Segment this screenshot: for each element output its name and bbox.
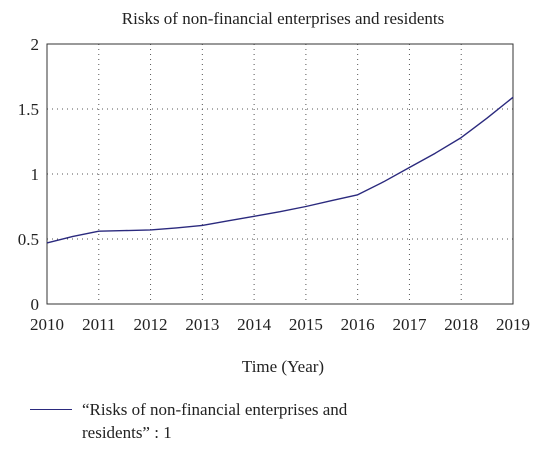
plot-frame [46, 43, 514, 305]
x-tick-label: 2012 [134, 315, 168, 334]
x-tick-label: 2017 [392, 315, 427, 334]
grid-lines [47, 44, 513, 304]
x-axis-ticks: 2010 2011 2012 2013 2014 2015 2016 2017 2018 2019 [30, 315, 530, 334]
x-tick-label: 2011 [82, 315, 115, 334]
x-tick-label: 2013 [185, 315, 219, 334]
x-tick-label: 2015 [289, 315, 323, 334]
y-axis-ticks: 0 0.5 1 1.5 2 [18, 35, 39, 314]
y-tick-label: 1.5 [18, 100, 39, 119]
x-tick-label: 2018 [444, 315, 478, 334]
y-tick-label: 0 [31, 295, 40, 314]
series-line [46, 96, 514, 244]
legend-label: “Risks of non-financial enterprises and … [82, 400, 348, 442]
x-tick-label: 2010 [30, 315, 64, 334]
chart-title: Risks of non-financial enterprises and r… [122, 9, 444, 28]
y-tick-label: 0.5 [18, 230, 39, 249]
line-chart: Risks of non-financial enterprises and r… [18, 9, 530, 376]
legend-line-marker [30, 409, 72, 410]
x-tick-label: 2016 [341, 315, 375, 334]
x-tick-label: 2019 [496, 315, 530, 334]
x-axis-label: Time (Year) [242, 357, 324, 376]
y-tick-label: 2 [31, 35, 40, 54]
x-tick-label: 2014 [237, 315, 272, 334]
legend: “Risks of non-financial enterprises and … [30, 398, 510, 446]
y-tick-label: 1 [31, 165, 40, 184]
